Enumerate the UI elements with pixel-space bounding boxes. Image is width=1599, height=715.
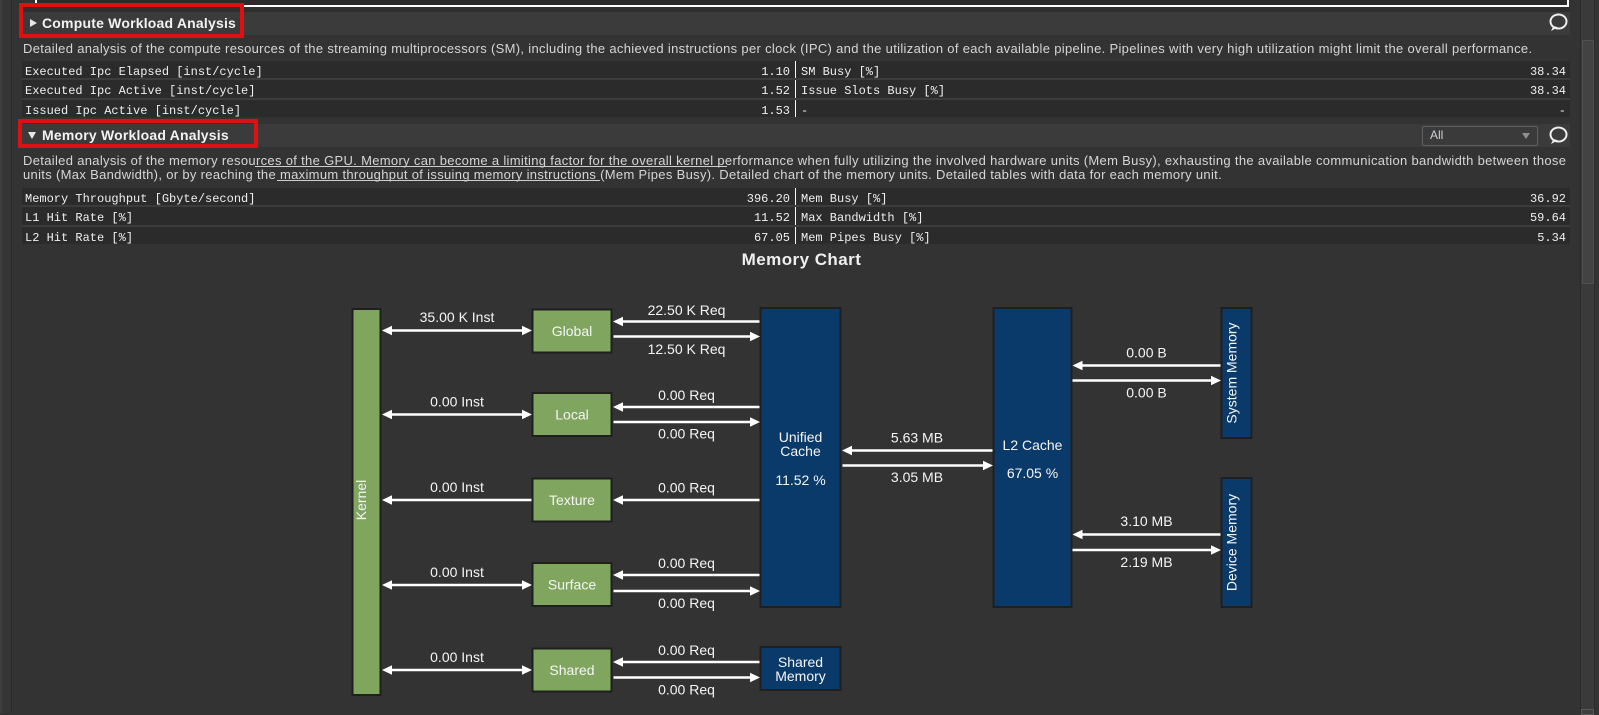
svg-text:0.00 Inst: 0.00 Inst <box>430 564 484 580</box>
svg-text:Local: Local <box>555 407 588 423</box>
svg-text:3.10 MB: 3.10 MB <box>1120 513 1172 529</box>
svg-text:0.00 Req: 0.00 Req <box>658 595 715 611</box>
svg-text:2.19 MB: 2.19 MB <box>1120 554 1172 570</box>
svg-text:12.50 K Req: 12.50 K Req <box>648 341 726 357</box>
svg-text:Shared: Shared <box>778 654 823 670</box>
svg-text:Cache: Cache <box>780 443 821 459</box>
svg-text:0.00 Inst: 0.00 Inst <box>430 479 484 495</box>
svg-text:0.00 Req: 0.00 Req <box>658 480 715 496</box>
svg-text:Global: Global <box>552 323 592 339</box>
svg-text:0.00 Req: 0.00 Req <box>658 426 715 442</box>
svg-text:11.52 %: 11.52 % <box>775 472 825 488</box>
svg-text:3.05 MB: 3.05 MB <box>891 469 943 485</box>
svg-text:0.00 B: 0.00 B <box>1126 345 1166 361</box>
svg-text:22.50 K Req: 22.50 K Req <box>648 302 726 318</box>
svg-text:Kernel: Kernel <box>353 480 369 520</box>
svg-text:Texture: Texture <box>549 492 595 508</box>
svg-text:L2 Cache: L2 Cache <box>1003 437 1063 453</box>
svg-text:67.05 %: 67.05 % <box>1007 465 1058 481</box>
svg-text:5.63 MB: 5.63 MB <box>891 430 943 446</box>
svg-text:System Memory: System Memory <box>1224 322 1240 423</box>
svg-text:Shared: Shared <box>549 662 594 678</box>
svg-text:0.00 Req: 0.00 Req <box>658 387 715 403</box>
svg-text:Unified: Unified <box>779 429 823 445</box>
svg-text:0.00 Req: 0.00 Req <box>658 682 715 698</box>
svg-text:0.00 Inst: 0.00 Inst <box>430 649 484 665</box>
svg-text:0.00 Req: 0.00 Req <box>658 555 715 571</box>
svg-text:Device Memory: Device Memory <box>1224 494 1240 591</box>
svg-text:0.00 B: 0.00 B <box>1126 385 1166 401</box>
svg-text:Memory: Memory <box>775 668 826 684</box>
svg-text:35.00 K Inst: 35.00 K Inst <box>420 309 495 325</box>
svg-text:Surface: Surface <box>548 577 596 593</box>
svg-text:0.00 Req: 0.00 Req <box>658 642 715 658</box>
svg-text:0.00 Inst: 0.00 Inst <box>430 394 484 410</box>
